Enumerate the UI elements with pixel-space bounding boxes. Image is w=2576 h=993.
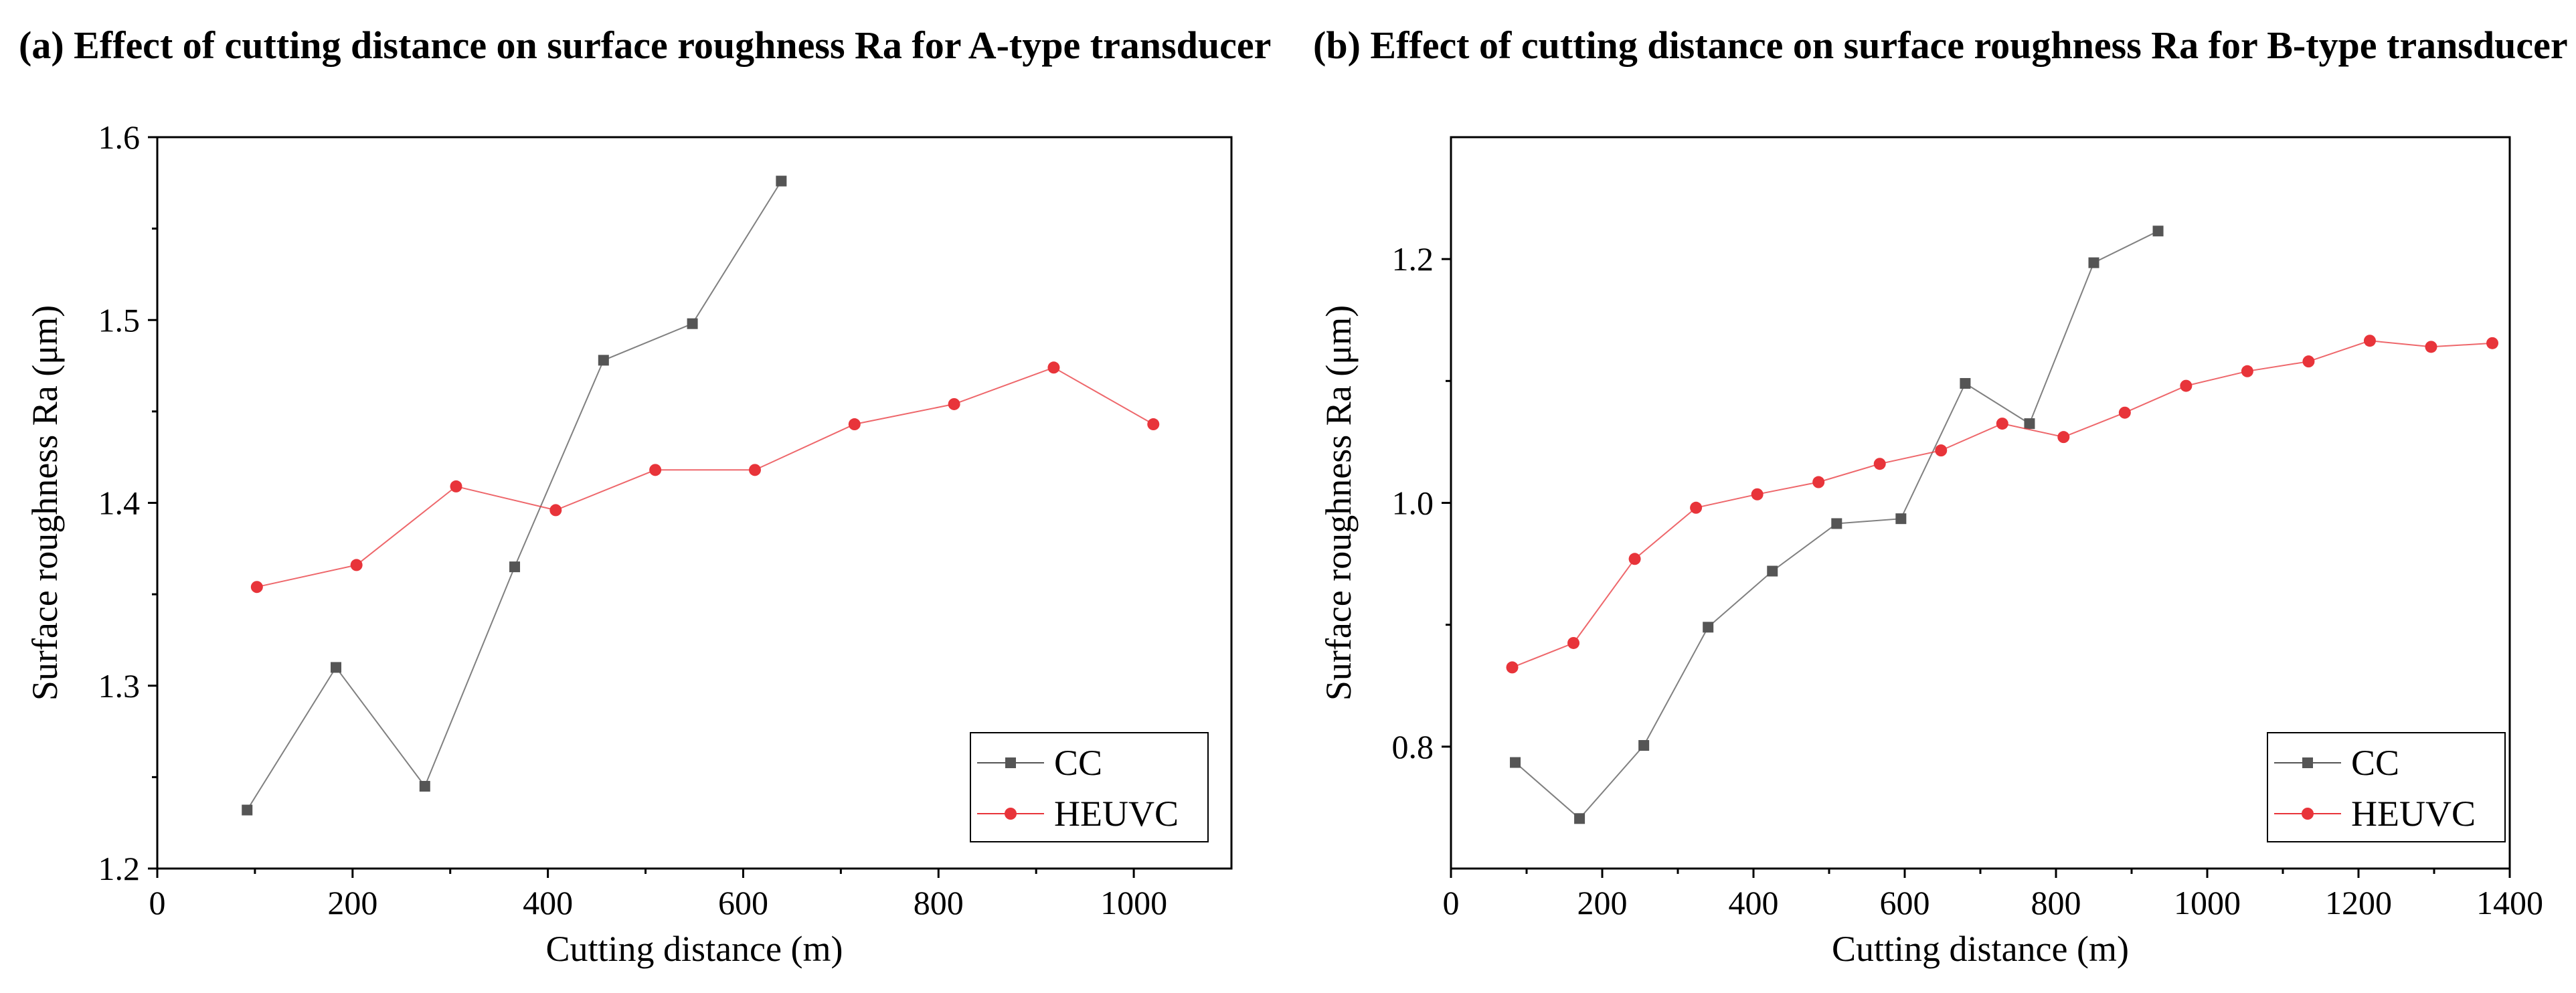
panel-a-x-tick-label: 400: [523, 884, 573, 921]
panel-b-x-tick-label: 600: [1880, 884, 1930, 921]
panel-b-series-heuvc-point: [2302, 355, 2315, 368]
panel-a-series-heuvc-point: [848, 418, 861, 431]
panel-a-x-tick-label: 0: [149, 884, 166, 921]
panel-b-series-heuvc-point: [1506, 661, 1519, 674]
panel-b-legend-cc-label: CC: [2351, 743, 2399, 783]
panel-b-series-cc-point: [1703, 622, 1714, 633]
panel-b-series-heuvc-point: [1873, 458, 1886, 470]
panel-b-chart: 0 200 400 600 800 1000 1200 1400 0.8 1.0 1.2 Cuttin…: [1318, 136, 2543, 969]
panel-b-series-heuvc-point: [2118, 406, 2131, 419]
panel-b-series-cc-point: [2088, 257, 2099, 268]
panel-a-series-cc-point: [419, 781, 430, 792]
panel-b-y-axis-label: Surface roughness Ra (μm): [1318, 305, 1359, 701]
panel-b-y-tick-label: 1.0: [1392, 484, 1434, 522]
panel-b-series-heuvc-point: [1628, 553, 1641, 565]
panel-b-legend-heuvc-marker: [2302, 808, 2314, 820]
panel-a-legend-heuvc-label: HEUVC: [1054, 794, 1179, 834]
panel-a-series-cc-point: [776, 175, 787, 187]
panel-a-series-heuvc-point: [649, 464, 662, 476]
panel-b-series-heuvc-point: [2180, 379, 2193, 392]
panel-b-x-tick-label: 200: [1577, 884, 1628, 921]
panel-a-series-heuvc-point: [450, 480, 462, 492]
panel-a-series-heuvc-line: [256, 367, 1154, 588]
panel-b-series-heuvc-point: [1812, 476, 1825, 488]
panel-b-series-cc-point: [1638, 740, 1650, 751]
panel-a-y-tick-label: 1.3: [98, 667, 141, 705]
panel-a-series-cc-point: [331, 662, 342, 673]
panel-b-x-axis-label: Cutting distance (m): [1832, 929, 2129, 969]
panel-a-y-tick-label: 1.5: [98, 301, 141, 339]
panel-b-series-heuvc-point: [1690, 501, 1703, 514]
panel-a-series-cc-point: [687, 318, 698, 329]
panel-b-x-tick-label: 1000: [2174, 884, 2241, 921]
panel-b-legend-heuvc-label: HEUVC: [2351, 794, 2476, 834]
panel-b-series-heuvc-point: [1751, 488, 1764, 501]
panel-b-series-cc-point: [1767, 565, 1778, 577]
panel-b-x-tick-label: 400: [1729, 884, 1779, 921]
panel-b-y-tick-label: 0.8: [1392, 728, 1434, 765]
panel-a-series-heuvc-point: [350, 559, 363, 571]
panel-a-x-tick-label: 800: [914, 884, 964, 921]
panel-b-series-cc-point: [1831, 518, 1842, 529]
panel-b-title: (b) Effect of cutting distance on surfac…: [1313, 23, 2568, 67]
panel-b-series-cc-point: [1510, 757, 1521, 768]
panel-b-x-tick-label: 800: [2031, 884, 2081, 921]
panel-b-series-heuvc-point: [2486, 337, 2499, 349]
panel-a-legend-box: [970, 732, 1209, 842]
panel-a-series-heuvc-point: [1147, 418, 1160, 431]
panel-a-series-cc-point: [242, 804, 253, 816]
panel-b-x-tick-label: 1400: [2476, 884, 2543, 921]
panel-b-series-heuvc-point: [2241, 365, 2253, 377]
panel-a-series-heuvc-point: [250, 581, 263, 594]
panel-a-y-tick-label: 1.2: [98, 850, 141, 887]
panel-b-series-heuvc-point: [1935, 444, 1948, 457]
panel-a-series-heuvc-point: [948, 397, 960, 410]
panel-a-x-tick-label: 600: [718, 884, 768, 921]
panel-a-y-axis-label: Surface roughness Ra (μm): [25, 305, 65, 701]
panel-b-legend-box: [2267, 732, 2506, 842]
panel-a-title: (a) Effect of cutting distance on surfac…: [19, 23, 1272, 67]
panel-a-y-tick-label: 1.4: [98, 484, 141, 522]
panel-b-series-cc-point: [2152, 225, 2164, 237]
panel-b-series-heuvc-line: [1512, 340, 2493, 668]
panel-b-y-tick-label: 1.2: [1392, 240, 1434, 278]
panel-b-series-heuvc-point: [1567, 636, 1580, 649]
panel-a-chart: 0 200 400 600 800 1000 1.2 1.3 1.4 1.5 1.6 Cutting …: [25, 118, 1233, 969]
panel-b-series-cc-point: [1895, 513, 1907, 525]
panel-a-series-heuvc-point: [549, 504, 562, 517]
panel-a-x-tick-label: 1000: [1100, 884, 1167, 921]
panel-a-legend-heuvc-marker: [1005, 808, 1017, 820]
panel-a-x-tick-label: 200: [327, 884, 377, 921]
panel-a-legend-cc-label: CC: [1054, 743, 1102, 783]
panel-a-series-cc-point: [509, 561, 521, 573]
panel-a-series-cc-point: [598, 355, 609, 366]
panel-b-legend-cc-marker: [2302, 757, 2313, 768]
panel-b-series-heuvc-point: [2363, 335, 2376, 347]
panel-b-series-cc-point: [1960, 377, 1971, 389]
panel-b-series-heuvc-point: [2425, 341, 2437, 353]
panel-b-series-cc-point: [2024, 418, 2035, 430]
panel-b-series-cc-point: [1574, 813, 1585, 824]
panel-a-series-heuvc-point: [1047, 361, 1060, 374]
panel-b-series-heuvc-point: [2057, 431, 2070, 444]
panel-a-x-axis-label: Cutting distance (m): [546, 929, 843, 969]
panel-a-y-tick-label: 1.6: [98, 118, 141, 156]
panel-a-series-cc-line: [246, 181, 782, 811]
panel-a-legend-cc-marker: [1005, 757, 1016, 768]
panel-b-x-tick-label: 0: [1443, 884, 1460, 921]
panel-b-series-heuvc-point: [1996, 418, 2008, 430]
panel-b-x-tick-label: 1200: [2325, 884, 2392, 921]
panel-a-series-heuvc-point: [748, 464, 761, 476]
